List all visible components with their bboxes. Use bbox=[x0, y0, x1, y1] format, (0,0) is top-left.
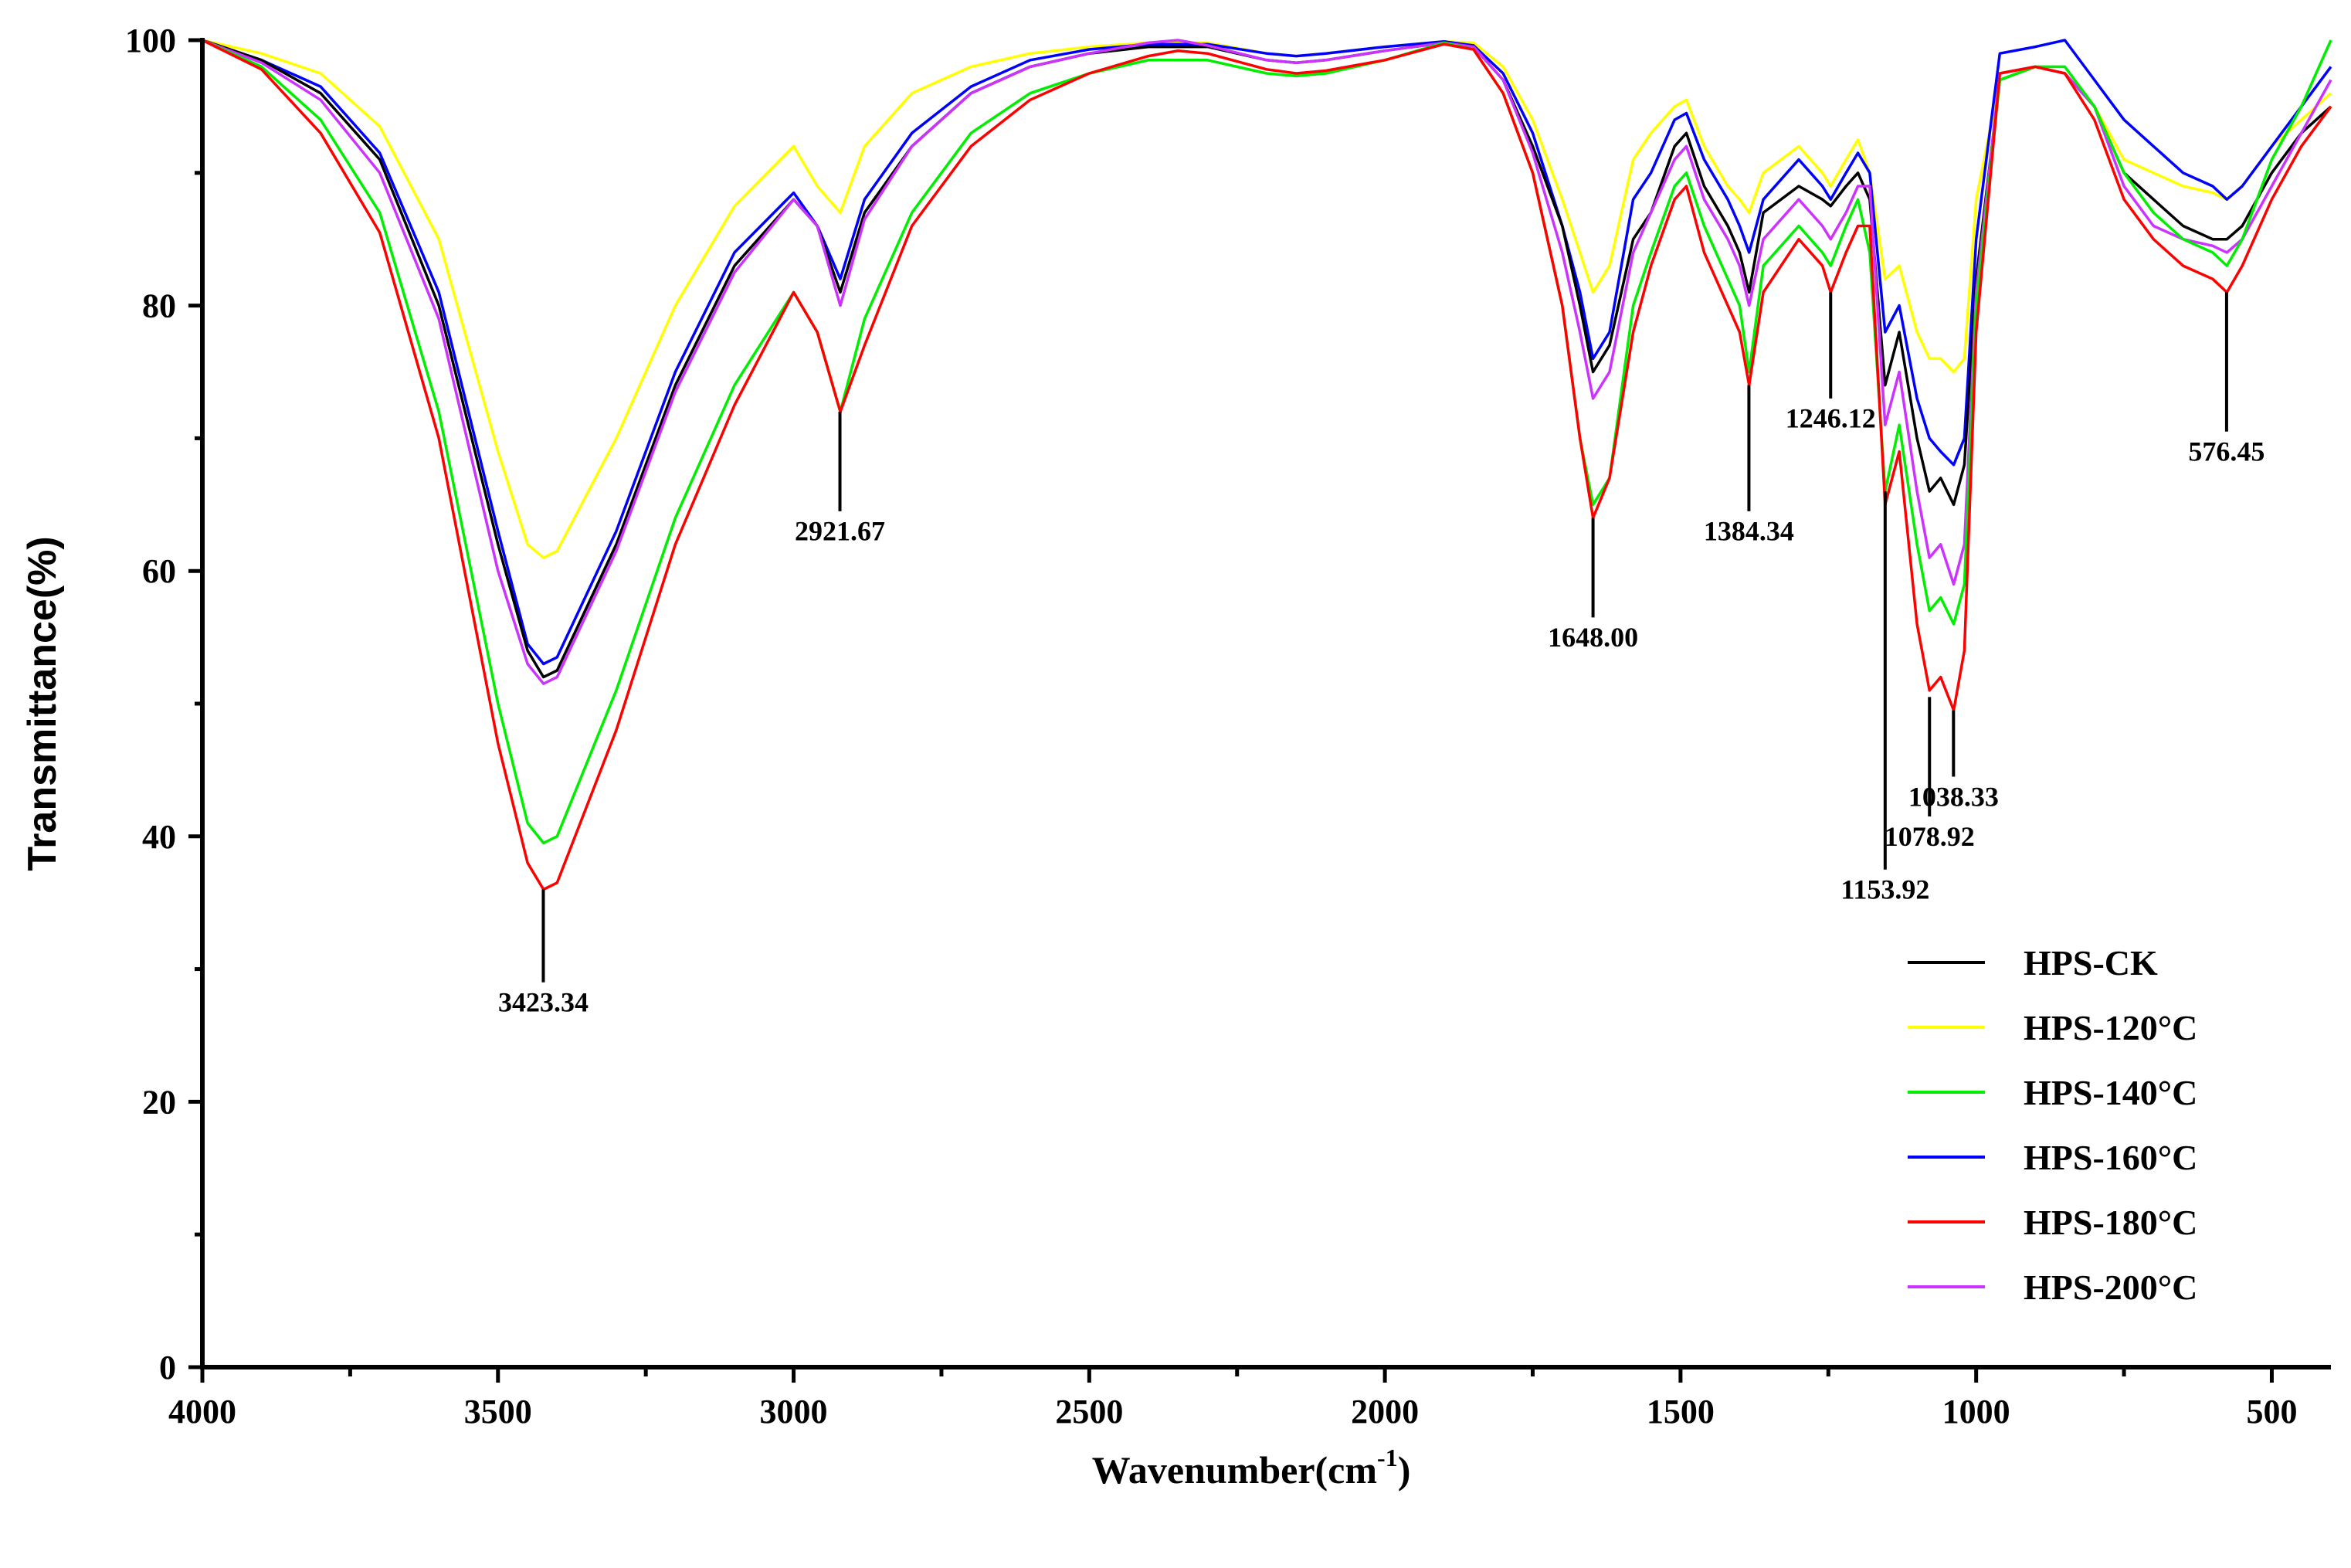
series-layer bbox=[202, 39, 2332, 891]
annotation-label: 1038.33 bbox=[1908, 781, 1999, 812]
y-axis-title: Transmittance(%) bbox=[20, 536, 65, 871]
y-tick-label: 80 bbox=[142, 287, 176, 325]
legend-label: HPS-200°C bbox=[2024, 1268, 2197, 1307]
annotation-label: 576.45 bbox=[2188, 436, 2264, 467]
x-tick-label: 1500 bbox=[1647, 1393, 1715, 1431]
y-tick-label: 20 bbox=[142, 1083, 176, 1121]
x-axis-title-text: Wavenumber(cm bbox=[1092, 1448, 1377, 1492]
series-line-HPS-180°C bbox=[202, 39, 2332, 891]
x-tick-label: 500 bbox=[2246, 1393, 2297, 1431]
y-tick-label: 60 bbox=[142, 552, 176, 590]
annotation-label: 1153.92 bbox=[1840, 874, 1929, 905]
annotation-label: 1648.00 bbox=[1548, 622, 1638, 653]
annotation-label: 1246.12 bbox=[1786, 403, 1876, 434]
series-line-HPS-CK bbox=[202, 39, 2332, 679]
series-line-HPS-120°C bbox=[202, 39, 2332, 559]
annotation-label: 1078.92 bbox=[1885, 821, 1975, 852]
legend-label: HPS-140°C bbox=[2024, 1073, 2197, 1112]
x-tick-label: 4000 bbox=[168, 1393, 236, 1431]
x-axis-title-superscript: -1 bbox=[1377, 1444, 1398, 1471]
x-axis-title: Wavenumber(cm-1) bbox=[1092, 1444, 1411, 1492]
series-line-HPS-200°C bbox=[202, 39, 2332, 685]
annotation-label: 1384.34 bbox=[1704, 516, 1794, 547]
axes-layer bbox=[200, 38, 2331, 1369]
x-axis-title-close: ) bbox=[1398, 1448, 1411, 1492]
y-tick-label: 0 bbox=[159, 1349, 176, 1386]
legend-label: HPS-CK bbox=[2024, 943, 2158, 983]
annotation-label: 2921.67 bbox=[795, 516, 885, 547]
annotation-layer: 3423.34 2921.67 1648.00 1384.34 1246.12 1153.… bbox=[498, 292, 2264, 1018]
ticks-layer: 0 20 40 60 80 100 4000 3500 3000 2500 2000 1500 1000… bbox=[125, 22, 2297, 1431]
x-tick-label: 1000 bbox=[1942, 1393, 2010, 1431]
series-line-HPS-160°C bbox=[202, 39, 2332, 666]
series-line-HPS-140°C bbox=[202, 39, 2332, 845]
legend-label: HPS-180°C bbox=[2024, 1203, 2197, 1242]
legend-label: HPS-120°C bbox=[2024, 1008, 2197, 1047]
y-tick-label: 100 bbox=[125, 22, 176, 59]
legend-label: HPS-160°C bbox=[2024, 1138, 2197, 1177]
y-tick-label: 40 bbox=[142, 818, 176, 856]
annotation-label: 3423.34 bbox=[498, 987, 589, 1018]
x-tick-label: 2500 bbox=[1055, 1393, 1123, 1431]
x-tick-label: 3000 bbox=[760, 1393, 828, 1431]
x-tick-label: 2000 bbox=[1351, 1393, 1419, 1431]
legend: HPS-CK HPS-120°C HPS-140°C HPS-160°C HPS-180… bbox=[1908, 943, 2197, 1307]
x-tick-label: 3500 bbox=[464, 1393, 532, 1431]
